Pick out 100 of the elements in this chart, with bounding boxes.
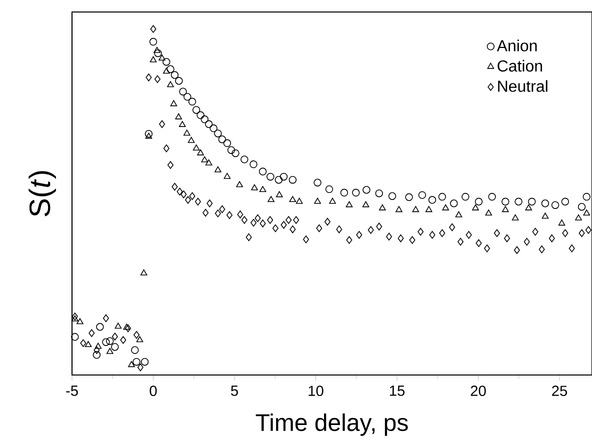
point (575, 214, 582, 220)
point (200, 115, 208, 124)
point (346, 201, 353, 208)
point (314, 178, 322, 186)
legend-label: Anion (496, 40, 537, 52)
point (162, 58, 170, 66)
point (144, 130, 153, 138)
point (197, 149, 204, 156)
x-axis-title: Time delay, ps (256, 413, 408, 436)
point (250, 160, 258, 168)
point (405, 193, 413, 202)
point (136, 336, 144, 342)
point (227, 146, 236, 154)
point (72, 315, 78, 322)
x-tick-label: 25 (552, 386, 568, 396)
point (170, 100, 178, 106)
point (223, 139, 232, 148)
point (583, 210, 590, 216)
point (111, 343, 119, 351)
point (205, 159, 212, 166)
point (325, 185, 334, 194)
point (251, 184, 258, 190)
point (175, 77, 183, 85)
point (582, 192, 591, 201)
point (210, 124, 218, 132)
point (131, 346, 139, 354)
point (84, 341, 92, 348)
point (232, 149, 240, 158)
point (192, 144, 200, 150)
point (106, 348, 114, 354)
point (274, 176, 283, 184)
point (472, 204, 479, 210)
point (474, 198, 483, 206)
point (106, 337, 114, 345)
point (438, 192, 446, 201)
point (561, 198, 570, 206)
point (188, 136, 195, 143)
point (558, 220, 566, 226)
point (418, 191, 426, 199)
x-tick-label: 10 (308, 386, 324, 396)
point (488, 192, 496, 201)
point (329, 198, 336, 204)
point (512, 214, 519, 220)
x-tick-label: 15 (390, 386, 405, 396)
point (268, 196, 274, 202)
point (296, 198, 303, 204)
point (201, 156, 208, 162)
point (442, 204, 449, 210)
point (425, 206, 432, 212)
point (114, 322, 122, 329)
point (375, 189, 383, 198)
point (240, 156, 248, 164)
point (183, 130, 190, 136)
point (412, 206, 420, 212)
legend-label: Cation (498, 60, 542, 72)
y-axis-title: S(t) (28, 171, 56, 216)
legend-label: Neutral (498, 80, 548, 92)
point (123, 324, 130, 330)
point (76, 318, 84, 324)
point (362, 201, 370, 208)
point (179, 88, 187, 96)
x-tick-label: 0 (150, 386, 157, 396)
point (362, 186, 370, 194)
point (314, 198, 321, 204)
point (184, 92, 192, 101)
point (388, 192, 396, 200)
point (175, 113, 182, 120)
point (289, 196, 296, 202)
point (218, 135, 226, 144)
point (542, 212, 549, 219)
point (154, 46, 160, 53)
point (140, 358, 149, 366)
point (214, 166, 222, 172)
point (166, 65, 174, 73)
point (502, 198, 510, 206)
point (163, 68, 170, 74)
point (428, 196, 436, 204)
point (276, 191, 283, 198)
point (396, 206, 402, 212)
point (224, 172, 231, 179)
point (514, 198, 522, 206)
point (150, 56, 157, 62)
point (196, 111, 204, 120)
point (71, 333, 79, 341)
x-tick-label: 20 (470, 386, 486, 396)
point (102, 338, 110, 346)
point (541, 200, 550, 208)
point (528, 198, 536, 206)
x-tick-label: -5 (66, 386, 78, 396)
point (259, 186, 266, 192)
point (266, 172, 274, 181)
point (236, 181, 243, 188)
point (167, 81, 174, 88)
point (140, 269, 148, 276)
point (551, 201, 560, 209)
point (258, 168, 267, 176)
point (578, 202, 586, 211)
point (128, 361, 135, 368)
point (450, 200, 458, 208)
point (178, 120, 186, 127)
